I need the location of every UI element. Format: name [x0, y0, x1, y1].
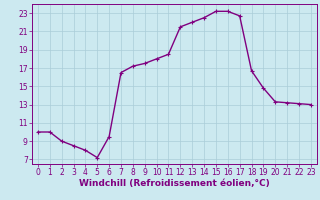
X-axis label: Windchill (Refroidissement éolien,°C): Windchill (Refroidissement éolien,°C)	[79, 179, 270, 188]
